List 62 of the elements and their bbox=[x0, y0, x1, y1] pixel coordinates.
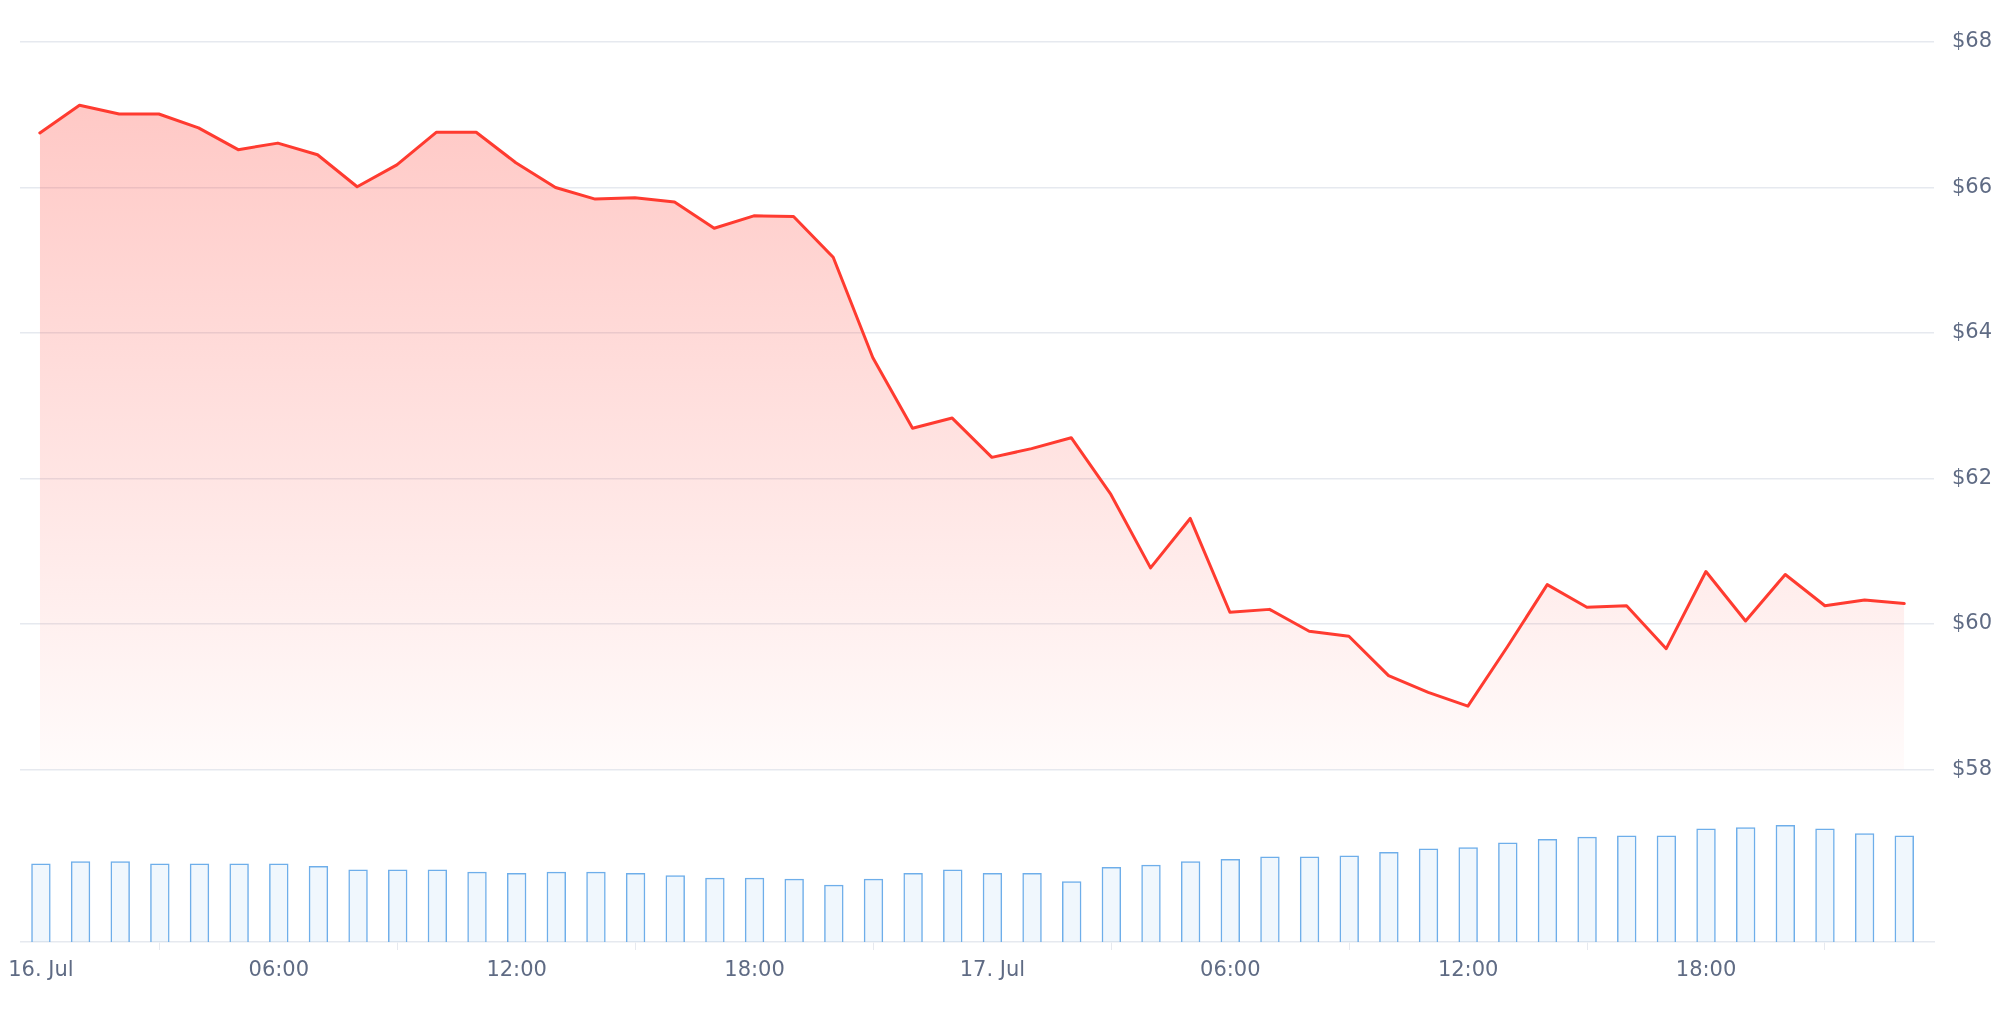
bar bbox=[1101, 867, 1122, 942]
bar bbox=[1498, 842, 1518, 942]
bar bbox=[506, 872, 527, 942]
bar bbox=[1735, 827, 1756, 942]
x-tick-label: 18:00 bbox=[724, 957, 785, 982]
y-tick-label: $66 bbox=[1952, 173, 1993, 198]
x-tick-label: 17. Jul bbox=[959, 957, 1026, 982]
bar bbox=[1339, 855, 1359, 942]
bar bbox=[1061, 881, 1082, 942]
bar bbox=[1617, 835, 1637, 942]
bar bbox=[189, 863, 210, 942]
bar bbox=[744, 877, 765, 942]
bar bbox=[229, 863, 249, 942]
bar bbox=[269, 863, 289, 942]
bar bbox=[1696, 828, 1716, 942]
bar bbox=[388, 869, 408, 942]
bar bbox=[1022, 872, 1042, 942]
bar bbox=[110, 861, 130, 942]
bar bbox=[1260, 856, 1280, 942]
x-tick-label: 12:00 bbox=[486, 957, 547, 982]
bar bbox=[1418, 848, 1439, 942]
bar bbox=[1180, 861, 1201, 942]
bar bbox=[903, 872, 923, 942]
y-tick-label: $58 bbox=[1952, 755, 1993, 780]
bar bbox=[705, 877, 725, 942]
bar bbox=[665, 875, 685, 942]
x-tick-label: 12:00 bbox=[1437, 957, 1499, 982]
bar bbox=[982, 872, 1003, 942]
bar bbox=[308, 865, 329, 942]
y-tick-label: $68 bbox=[1952, 28, 1993, 53]
x-tick-label: 06:00 bbox=[248, 957, 310, 982]
bar bbox=[1894, 835, 1914, 942]
bar bbox=[1141, 864, 1161, 942]
bar bbox=[546, 871, 567, 942]
bar bbox=[586, 871, 606, 942]
y-tick-label: $64 bbox=[1952, 319, 1993, 344]
bar bbox=[1656, 835, 1677, 942]
bar bbox=[943, 869, 963, 942]
y-tick-label: $62 bbox=[1952, 464, 1993, 489]
bar bbox=[824, 884, 844, 942]
bar bbox=[1458, 847, 1478, 942]
bar bbox=[784, 878, 804, 942]
bar bbox=[1775, 825, 1796, 942]
bar bbox=[1815, 828, 1835, 942]
bar bbox=[1854, 833, 1875, 942]
bar bbox=[1577, 836, 1597, 942]
x-tick-label: 16. Jul bbox=[8, 957, 74, 982]
x-tick-label: 18:00 bbox=[1675, 957, 1737, 982]
bar bbox=[467, 871, 487, 942]
y-tick-label: $60 bbox=[1952, 610, 1993, 635]
bar bbox=[1537, 839, 1558, 942]
bar bbox=[70, 861, 91, 942]
bar bbox=[1220, 858, 1240, 942]
bar bbox=[31, 863, 51, 942]
bar bbox=[150, 863, 170, 942]
bar bbox=[348, 869, 368, 942]
bar bbox=[427, 869, 448, 942]
bar bbox=[1299, 856, 1320, 942]
bar bbox=[1379, 851, 1399, 942]
bar bbox=[625, 872, 646, 942]
bar bbox=[863, 878, 884, 942]
x-tick-label: 06:00 bbox=[1200, 957, 1261, 982]
